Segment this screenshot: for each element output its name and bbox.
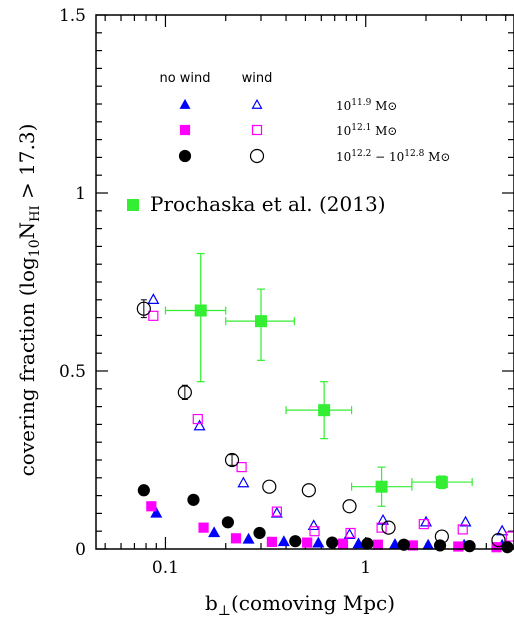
data-point-triangle-filled <box>208 526 221 538</box>
data-point-triangle-filled <box>352 537 365 549</box>
data-point-circle-open <box>136 301 151 316</box>
data-point-square-open <box>148 310 159 321</box>
legend-mass-label: 1012.2 − 1012.8 M⊙ <box>336 149 451 164</box>
legend-no-wind-header: no wind <box>159 71 210 86</box>
data-point-circle-open <box>434 529 449 544</box>
data-point-square-open <box>309 526 320 537</box>
observed-point <box>194 304 207 317</box>
data-point-square-open <box>457 524 468 535</box>
data-point-circle-filled <box>289 535 302 548</box>
y-tick-label: 1.5 <box>59 6 86 26</box>
data-point-circle-filled <box>501 541 514 554</box>
x-tick-label: 1 <box>360 558 371 578</box>
data-point-circle-open <box>301 483 316 498</box>
legend-marker-triangle-open <box>251 98 263 109</box>
data-point-circle-open <box>381 520 396 535</box>
data-point-triangle-open <box>419 515 433 527</box>
data-point-triangle-filled <box>312 536 325 548</box>
y-tick-label: 0.5 <box>59 362 86 382</box>
data-point-triangle-open <box>237 476 250 488</box>
data-point-square-open <box>376 522 387 533</box>
data-point-triangle-open <box>270 506 283 518</box>
legend-marker-square-filled <box>179 124 191 136</box>
legend-marker-triangle-filled <box>179 98 191 109</box>
y-tick-label: 0 <box>75 540 86 560</box>
data-point-triangle-filled <box>150 506 163 518</box>
data-point-square-open <box>236 462 247 473</box>
data-point-square-open <box>418 518 429 530</box>
legend-mass-label: 1011.9 M⊙ <box>336 98 397 113</box>
data-point-triangle-filled <box>277 535 290 547</box>
data-point-square-open <box>345 527 356 539</box>
data-point-square-filled <box>146 501 157 512</box>
data-point-circle-open <box>262 479 277 494</box>
observed-point <box>375 480 388 493</box>
data-point-circle-filled <box>187 493 200 506</box>
legend-marker-square-open <box>251 124 263 136</box>
observed-point <box>435 476 448 489</box>
legend: no wind wind 1011.9 M⊙ 1012.1 M⊙ 1012.2 − … <box>127 71 451 216</box>
data-point-circle-open <box>491 532 506 548</box>
data-point-square-filled <box>337 538 349 549</box>
svg-text:covering fraction (log10NHI >: covering fraction (log10NHI > 17.3) <box>15 124 43 477</box>
y-axis-label: covering fraction (log10NHI > 17.3) <box>15 124 43 477</box>
data-point-circle-open <box>224 452 240 468</box>
axis-ticks <box>96 14 514 550</box>
data-point-square-filled <box>302 537 313 548</box>
data-point-square-filled <box>372 539 383 550</box>
data-point-triangle-open <box>343 528 356 539</box>
legend-marker-circle-open <box>249 148 265 164</box>
data-point-triangle-filled <box>242 532 255 544</box>
data-point-circle-filled <box>137 484 150 497</box>
data-marks <box>136 252 514 554</box>
data-point-square-filled <box>491 542 502 553</box>
legend-mass-label: 1012.1 M⊙ <box>336 123 397 138</box>
data-point-circle-filled <box>463 540 476 553</box>
data-point-circle-filled <box>397 538 410 551</box>
data-point-square-filled <box>266 536 277 547</box>
data-point-square-open <box>505 531 514 542</box>
data-point-circle-filled <box>221 516 234 529</box>
legend-wind-header: wind <box>242 71 273 86</box>
y-tick-label: 1 <box>75 184 86 204</box>
data-point-circle-filled <box>361 537 374 550</box>
plot-frame-layer <box>95 14 514 550</box>
observed-point <box>255 315 268 328</box>
data-point-square-filled <box>230 533 242 544</box>
data-point-triangle-open <box>193 419 206 431</box>
data-point-circle-open <box>177 385 192 400</box>
data-point-square-open <box>271 506 282 517</box>
legend-prochaska-label: Prochaska et al. (2013) <box>150 192 386 216</box>
x-tick-label: 0.1 <box>152 558 179 578</box>
observed-point <box>318 404 331 417</box>
tick-labels: 0.1 1 0 0.5 1 1.5 <box>59 6 371 578</box>
data-point-triangle-open <box>307 519 320 531</box>
data-point-circle-open <box>342 499 357 514</box>
data-point-square-open <box>192 413 203 425</box>
legend-mass-rows: 1011.9 M⊙ 1012.1 M⊙ 1012.2 − 1012.8 M⊙ <box>178 98 451 164</box>
data-point-square-filled <box>198 522 209 533</box>
data-point-triangle-filled <box>422 538 435 550</box>
data-point-triangle-open <box>147 293 160 304</box>
data-point-triangle-open <box>459 515 472 527</box>
legend-marker-circle-filled <box>178 149 192 163</box>
legend-prochaska-marker <box>127 199 139 211</box>
plot-frame <box>95 14 514 550</box>
data-point-square-filled <box>453 541 464 552</box>
data-point-circle-filled <box>326 536 339 549</box>
x-axis-label: b⊥(comoving Mpc) <box>205 591 395 618</box>
data-point-circle-filled <box>253 526 266 540</box>
